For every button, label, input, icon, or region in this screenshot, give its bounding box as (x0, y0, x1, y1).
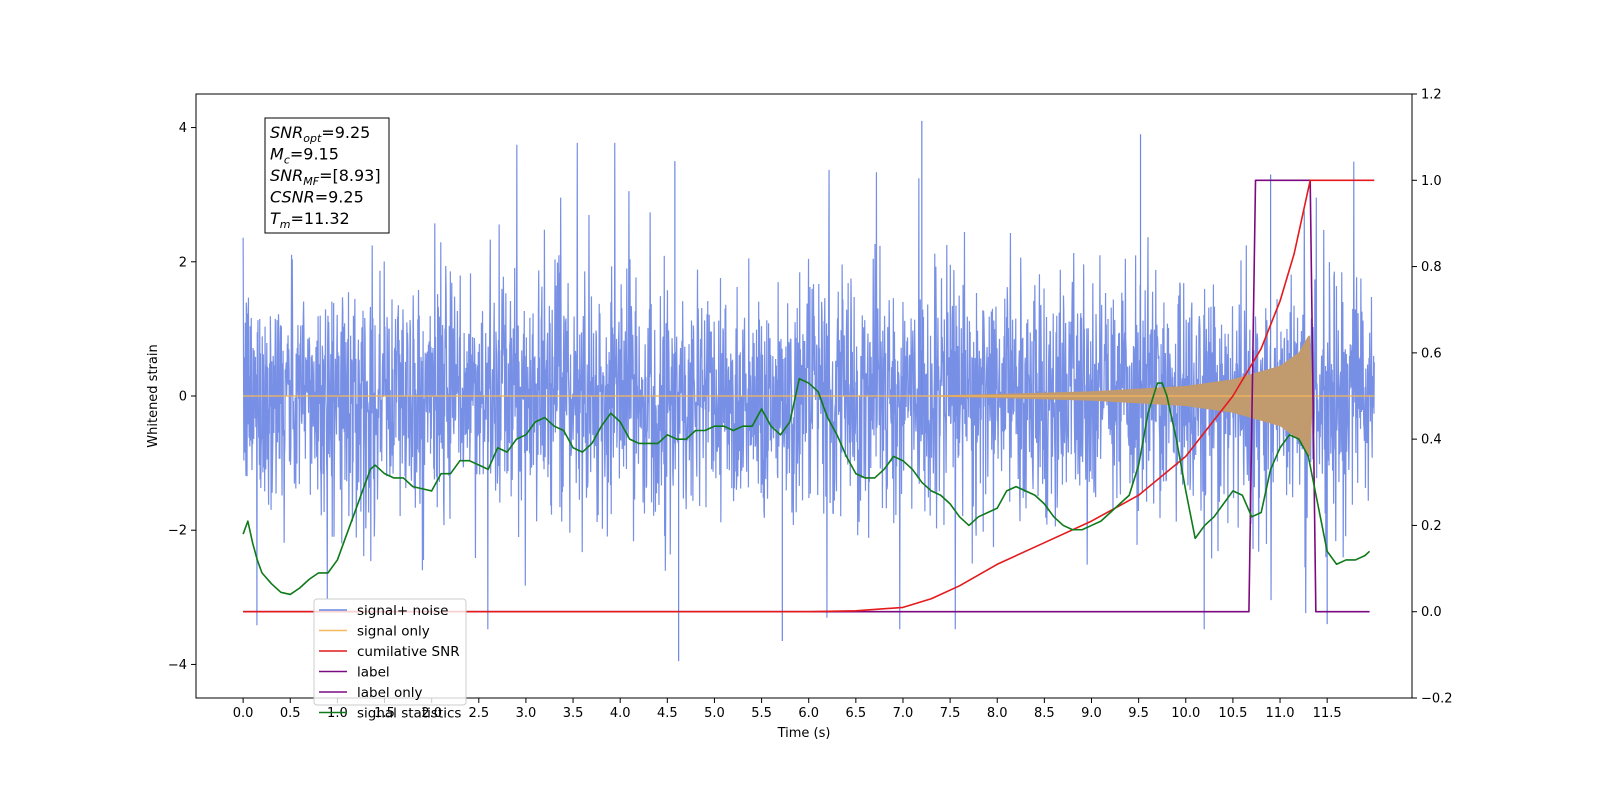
y2-tick-label: 0.0 (1421, 605, 1442, 620)
legend-label: label (357, 665, 390, 681)
x-tick-label: 2.0 (421, 706, 442, 721)
x-tick-label: 4.0 (610, 706, 631, 721)
series-signal-statistics-line (242, 377, 1371, 596)
x-tick-label: 7.0 (893, 706, 914, 721)
y-tick-label: 2 (179, 255, 187, 270)
x-tick-label: 5.0 (704, 706, 725, 721)
x-tick-label: 3.0 (516, 706, 537, 721)
y2-tick-label: 0.4 (1421, 433, 1442, 448)
x-tick-label: 4.5 (657, 706, 678, 721)
legend: signal+ noise signal only cumilative SNR la… (313, 598, 467, 722)
x-tick-label: 11.0 (1266, 706, 1295, 721)
x-tick-label: 9.0 (1081, 706, 1102, 721)
x-tick-label: 9.5 (1128, 706, 1149, 721)
x-tick-label: 0.0 (233, 706, 254, 721)
x-tick-label: 2.5 (468, 706, 489, 721)
y2-tick-label: 0.2 (1421, 519, 1442, 534)
y2-tick-label: 0.6 (1421, 346, 1442, 361)
plot-area (242, 120, 1375, 662)
x-tick-label: 8.0 (987, 706, 1008, 721)
legend-label: signal only (357, 624, 430, 640)
y-axis-label: Whitened strain (146, 344, 161, 447)
x-tick-label: 10.5 (1218, 706, 1247, 721)
annotation-line: Mc=9.15 (270, 145, 339, 167)
x-tick-label: 7.5 (940, 706, 961, 721)
y-tick-label: 4 (179, 121, 187, 136)
axis-ticks: 0.0 0.5 1.0 1.5 2.0 2.5 3.0 3.5 4.0 4.5 5.0 5.5 6.0 6… (168, 88, 1453, 722)
annotation-frame (264, 117, 390, 234)
y2-tick-label: 1.2 (1421, 88, 1442, 103)
annotation-line: SNRopt=9.25 (270, 123, 370, 145)
x-tick-label: 0.5 (280, 706, 301, 721)
x-tick-label: 1.0 (327, 706, 348, 721)
legend-label: signal statistics (357, 706, 461, 722)
x-axis-label: Time (s) (777, 726, 831, 741)
legend-frame (313, 598, 467, 706)
y-tick-label: 0 (179, 390, 187, 405)
y2-tick-label: 0.8 (1421, 260, 1442, 275)
x-tick-label: 5.5 (751, 706, 772, 721)
y2-tick-label: −0.2 (1421, 692, 1453, 707)
x-tick-label: 3.5 (563, 706, 584, 721)
legend-label: label only (357, 685, 423, 701)
x-tick-label: 1.5 (374, 706, 395, 721)
annotation-line: CSNR=9.25 (270, 188, 364, 207)
annotation-line: SNRMF=[8.93] (270, 166, 381, 188)
x-tick-label: 6.0 (798, 706, 819, 721)
x-tick-label: 8.5 (1034, 706, 1055, 721)
series-label-line (243, 179, 1370, 613)
y2-tick-label: 1.0 (1421, 174, 1442, 189)
legend-label: signal+ noise (357, 603, 448, 619)
y-tick-label: −2 (168, 524, 187, 539)
x-tick-label: 11.5 (1313, 706, 1342, 721)
legend-label: cumilative SNR (357, 644, 460, 660)
x-tick-label: 10.0 (1171, 706, 1200, 721)
annotation-line: Tm=11.32 (270, 209, 350, 231)
x-tick-label: 6.5 (846, 706, 867, 721)
y-tick-label: −4 (168, 658, 187, 673)
